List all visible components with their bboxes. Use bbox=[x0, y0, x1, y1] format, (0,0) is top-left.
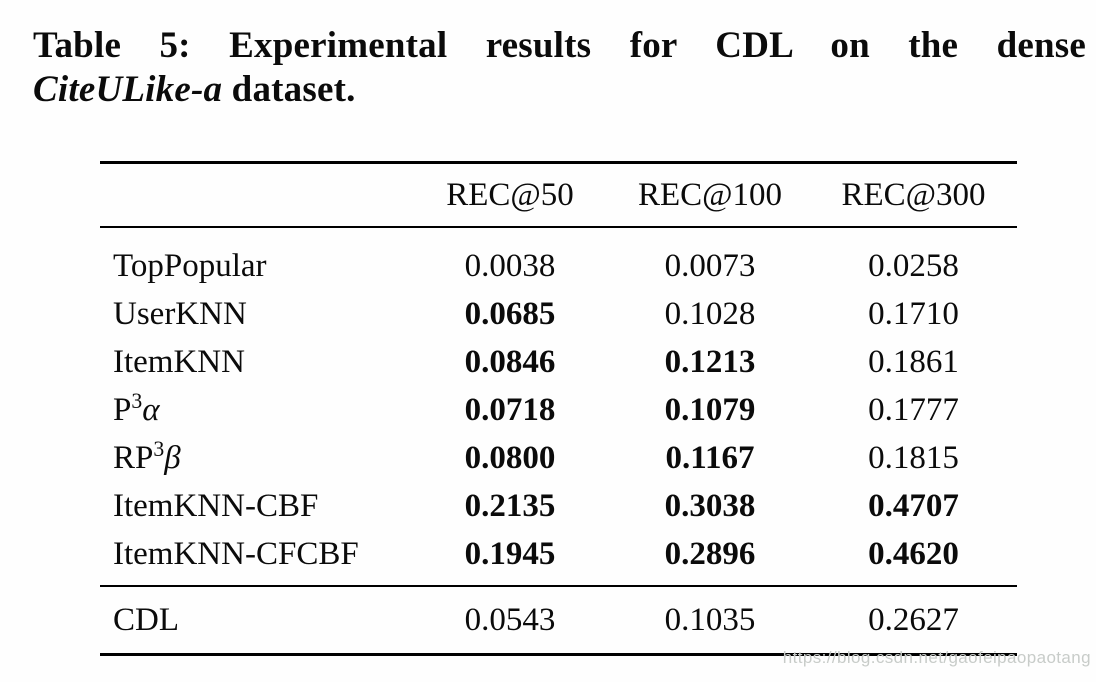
metric-value: 0.1035 bbox=[664, 601, 756, 638]
metric-value: 0.0038 bbox=[464, 247, 556, 284]
greek-letter: β bbox=[164, 439, 181, 476]
row-label: RP3β bbox=[100, 434, 410, 482]
table-row: CDL 0.0543 0.1035 0.2627 bbox=[100, 586, 1017, 655]
label-superscript: 3 bbox=[153, 437, 165, 462]
row-label: UserKNN bbox=[100, 290, 410, 338]
row-label: P3α bbox=[100, 386, 410, 434]
metric-value: 0.0073 bbox=[664, 247, 756, 284]
metric-value: 0.1815 bbox=[868, 439, 959, 476]
metric-value: 0.2896 bbox=[664, 535, 756, 572]
label-text: TopPopular bbox=[113, 247, 267, 284]
baseline-rows-section: TopPopular 0.0038 0.0073 0.0258 UserKNN 0.068… bbox=[100, 227, 1017, 586]
metric-value: 0.0846 bbox=[464, 343, 556, 380]
row-label: CDL bbox=[100, 586, 410, 655]
col-header-rec300: REC@300 bbox=[841, 176, 986, 213]
table-row: P3α 0.0718 0.1079 0.1777 bbox=[100, 386, 1017, 434]
metric-value: 0.2135 bbox=[464, 487, 556, 524]
metric-value: 0.1710 bbox=[868, 295, 959, 332]
label-text: ItemKNN bbox=[113, 343, 245, 380]
caption-line-2-rest: dataset. bbox=[222, 69, 356, 110]
metric-value: 0.1861 bbox=[868, 343, 959, 380]
label-text: CDL bbox=[113, 601, 179, 638]
row-label: ItemKNN-CBF bbox=[100, 482, 410, 530]
caption-line-1: Table 5: Experimental results for CDL on… bbox=[33, 25, 1086, 66]
label-text: RP bbox=[113, 439, 154, 476]
table-header: REC@50 REC@100 REC@300 bbox=[100, 163, 1017, 228]
row-label: ItemKNN-CFCBF bbox=[100, 530, 410, 586]
results-table: REC@50 REC@100 REC@300 TopPopular 0.0038 0… bbox=[100, 161, 1017, 656]
metric-value: 0.4707 bbox=[868, 487, 959, 524]
metric-value: 0.1079 bbox=[664, 391, 756, 428]
metric-value: 0.3038 bbox=[664, 487, 756, 524]
table-row: ItemKNN-CBF 0.2135 0.3038 0.4707 bbox=[100, 482, 1017, 530]
col-header-rec50: REC@50 bbox=[446, 176, 574, 213]
metric-value: 0.0543 bbox=[464, 601, 556, 638]
metric-value: 0.1777 bbox=[868, 391, 959, 428]
metric-value: 0.4620 bbox=[868, 535, 959, 572]
caption-line-2: CiteULike-a dataset. bbox=[33, 68, 1086, 112]
label-text: UserKNN bbox=[113, 295, 247, 332]
metric-value: 0.0800 bbox=[464, 439, 556, 476]
metric-value: 0.1945 bbox=[464, 535, 556, 572]
metric-value: 0.1167 bbox=[665, 439, 755, 476]
table-caption: Table 5: Experimental results for CDL on… bbox=[33, 24, 1086, 112]
label-text: ItemKNN-CFCBF bbox=[113, 535, 359, 572]
metric-value: 0.1213 bbox=[664, 343, 756, 380]
metric-value: 0.2627 bbox=[868, 601, 959, 638]
caption-dataset-name: CiteULike-a bbox=[33, 69, 223, 110]
header-row: REC@50 REC@100 REC@300 bbox=[100, 163, 1017, 228]
table-row: RP3β 0.0800 0.1167 0.1815 bbox=[100, 434, 1017, 482]
metric-value: 0.0685 bbox=[464, 295, 556, 332]
metric-value: 0.1028 bbox=[664, 295, 756, 332]
cdl-row-section: CDL 0.0543 0.1035 0.2627 bbox=[100, 586, 1017, 655]
metric-value: 0.0258 bbox=[868, 247, 959, 284]
table-row: TopPopular 0.0038 0.0073 0.0258 bbox=[100, 227, 1017, 290]
results-table-container: REC@50 REC@100 REC@300 TopPopular 0.0038 0… bbox=[100, 161, 1017, 656]
row-label: TopPopular bbox=[100, 227, 410, 290]
label-text: P bbox=[113, 391, 132, 428]
table-row: ItemKNN-CFCBF 0.1945 0.2896 0.4620 bbox=[100, 530, 1017, 586]
row-label: ItemKNN bbox=[100, 338, 410, 386]
greek-letter: α bbox=[142, 391, 160, 428]
header-empty-cell bbox=[100, 163, 410, 228]
watermark-url: https://blog.csdn.net/gaofeipaopaotang bbox=[782, 648, 1091, 667]
metric-value: 0.0718 bbox=[464, 391, 556, 428]
table-row: UserKNN 0.0685 0.1028 0.1710 bbox=[100, 290, 1017, 338]
table-row: ItemKNN 0.0846 0.1213 0.1861 bbox=[100, 338, 1017, 386]
label-superscript: 3 bbox=[131, 389, 143, 414]
label-text: ItemKNN-CBF bbox=[113, 487, 319, 524]
col-header-rec100: REC@100 bbox=[637, 176, 783, 213]
